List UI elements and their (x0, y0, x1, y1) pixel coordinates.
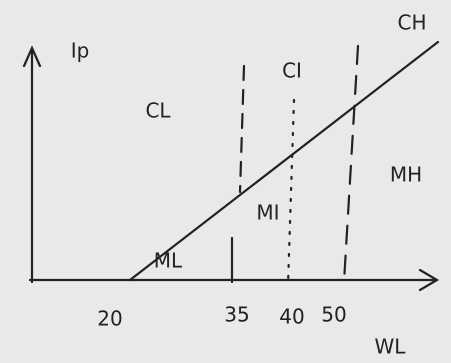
x-tick-label: 50 (321, 303, 346, 327)
plasticity-chart: Ip WL 20 35 40 50 CL CI CH ML MI MH (0, 0, 451, 363)
region-label: CH (397, 11, 426, 35)
region-label: ML (154, 249, 183, 273)
region-label: CL (145, 99, 171, 123)
x-tick-label: 20 (97, 307, 122, 331)
region-label: MI (256, 201, 279, 225)
region-label: CI (282, 59, 302, 83)
x-tick-label: 40 (279, 305, 304, 329)
y-axis-label: Ip (71, 39, 90, 63)
x-axis-label: WL (375, 335, 407, 359)
x-tick-label: 35 (224, 303, 249, 327)
region-label: MH (390, 163, 422, 187)
